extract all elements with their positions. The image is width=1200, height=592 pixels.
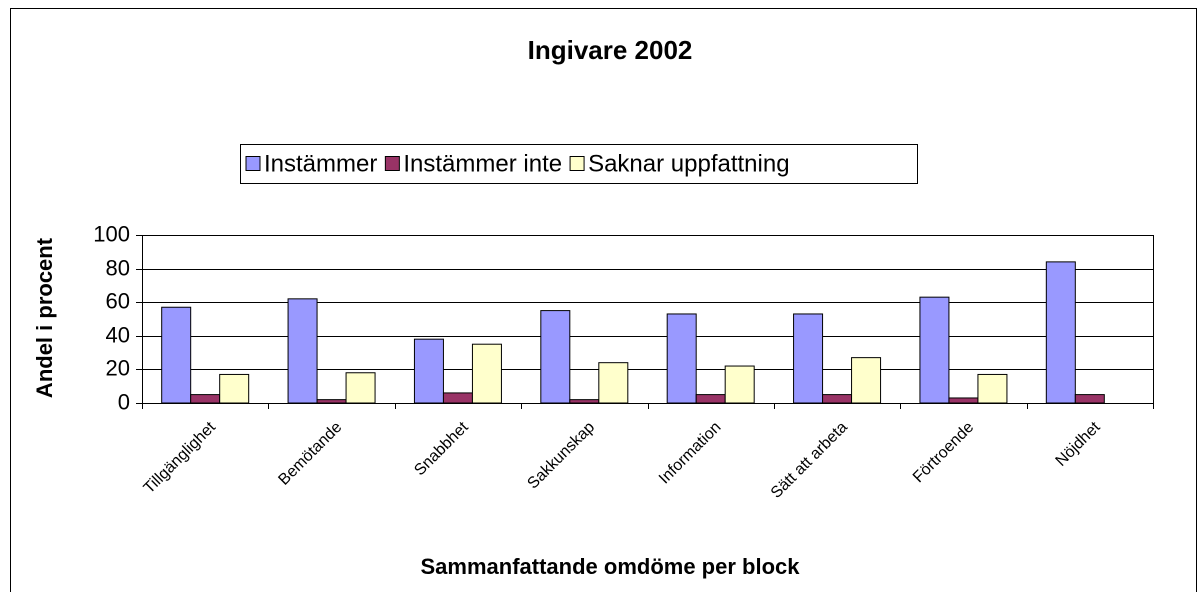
bar <box>442 392 473 404</box>
bar <box>598 362 629 404</box>
bar <box>413 338 444 404</box>
bar <box>345 372 376 404</box>
bar <box>724 365 755 404</box>
y-tick-label: 80 <box>106 255 130 280</box>
chart-title: Ingivare 2002 <box>528 35 693 65</box>
bar <box>666 313 697 404</box>
y-tick-label: 0 <box>118 389 130 414</box>
bar <box>471 343 502 404</box>
y-axis-label: Andel i procent <box>32 237 57 398</box>
bar <box>569 399 600 404</box>
legend-swatch <box>569 156 585 171</box>
bar <box>793 313 824 404</box>
bar <box>287 298 318 404</box>
y-tick-label: 60 <box>106 288 130 313</box>
bar <box>851 357 882 404</box>
legend-label: Saknar uppfattning <box>588 150 789 177</box>
legend-swatch <box>245 156 261 171</box>
bar <box>977 373 1008 404</box>
bar <box>219 373 250 404</box>
legend-label: Instämmer <box>264 150 377 177</box>
bar <box>1074 394 1105 404</box>
y-tick-label: 100 <box>93 221 130 246</box>
legend-label: Instämmer inte <box>403 150 562 177</box>
bar <box>161 306 192 404</box>
legend-swatch <box>384 156 400 171</box>
bar <box>1045 261 1076 404</box>
bar <box>695 394 726 404</box>
y-tick-label: 40 <box>106 322 130 347</box>
bar <box>540 310 571 404</box>
bar <box>919 296 950 404</box>
bar <box>822 394 853 404</box>
x-axis-label: Sammanfattande omdöme per block <box>421 554 801 579</box>
y-tick-label: 20 <box>106 355 130 380</box>
bar <box>948 397 979 404</box>
bar <box>190 394 221 404</box>
bar <box>316 399 347 404</box>
